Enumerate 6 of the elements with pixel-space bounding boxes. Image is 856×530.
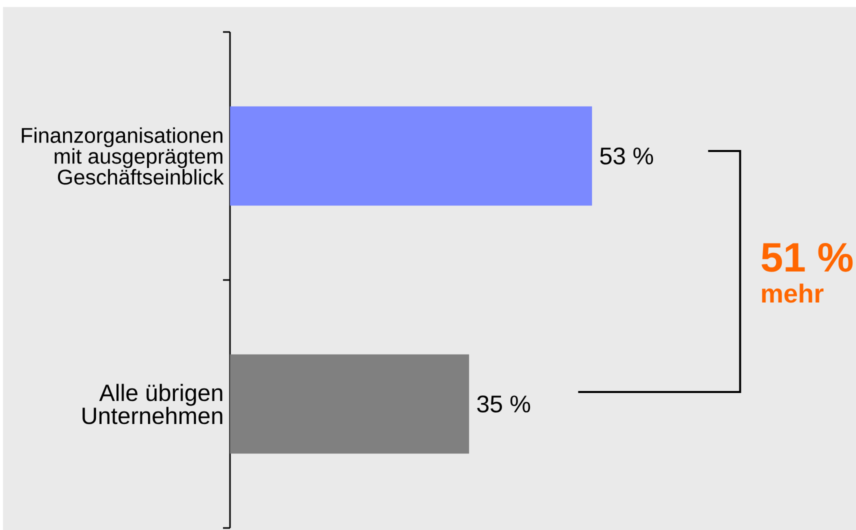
data-label: 35 % [477, 396, 530, 412]
text: mehr [762, 284, 824, 303]
text: 51 % [762, 242, 853, 272]
y-tick-label: Finanzorganisationen mit ausgeprägtem Geschäftseinblick [22, 127, 224, 185]
data-label: 53 % [600, 148, 654, 164]
y-tick-label: Alle übrigen Unternehmen [82, 384, 222, 424]
